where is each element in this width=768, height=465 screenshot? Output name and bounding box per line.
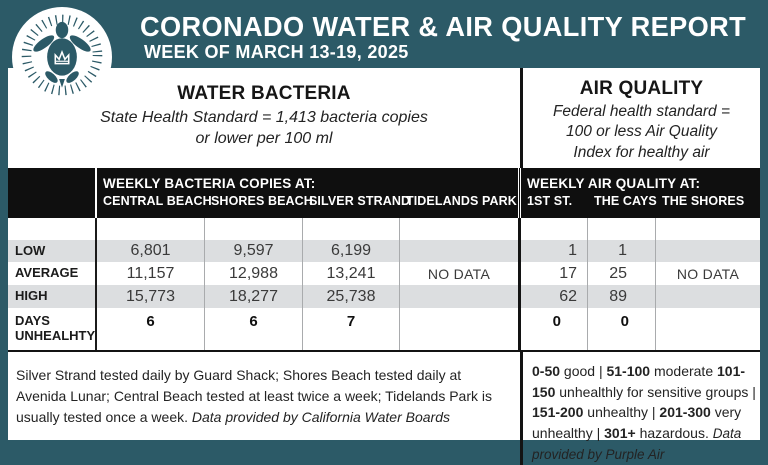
column-header-silver-strand: SILVER STRAND bbox=[309, 194, 411, 208]
high-1st-st: 62 bbox=[521, 285, 588, 308]
row-label: LOW bbox=[8, 240, 97, 262]
row-label: AVERAGE bbox=[8, 262, 97, 285]
turtle-crown-icon bbox=[14, 7, 110, 108]
row-label: HIGH bbox=[8, 285, 97, 308]
days-1st-st: 0 bbox=[521, 308, 588, 350]
section-divider bbox=[518, 168, 521, 218]
column-header-central-beach: CENTRAL BEACH bbox=[103, 194, 212, 208]
section-divider bbox=[518, 218, 521, 240]
average-the-cays: 25 bbox=[588, 262, 656, 285]
low-central-beach: 6,801 bbox=[97, 240, 205, 262]
row-label: DAYS UNHEALHTY bbox=[8, 308, 97, 350]
column-header-shores-beach: SHORES BEACH bbox=[211, 194, 313, 208]
high-central-beach: 15,773 bbox=[97, 285, 205, 308]
average-shores-beach: 12,988 bbox=[205, 262, 303, 285]
air-group-header: WEEKLY AIR QUALITY AT: bbox=[527, 176, 701, 191]
high-the-shores bbox=[656, 285, 760, 308]
footer-separator bbox=[8, 350, 760, 352]
days-central-beach: 6 bbox=[97, 308, 205, 350]
page-title: CORONADO WATER & AIR QUALITY REPORT bbox=[140, 11, 747, 42]
aqi-legend: 0-50 good | 51-100 moderate 101-150 unhe… bbox=[523, 352, 760, 465]
table-header-band: WEEKLY BACTERIA COPIES AT: WEEKLY AIR QU… bbox=[8, 168, 760, 218]
low-the-shores bbox=[656, 240, 760, 262]
low-shores-beach: 9,597 bbox=[205, 240, 303, 262]
water-standard-text: State Health Standard = 1,413 bacteria c… bbox=[100, 109, 428, 148]
water-note-text: Silver Strand tested daily by Guard Shac… bbox=[16, 367, 493, 425]
section-divider bbox=[518, 308, 521, 350]
days-the-shores bbox=[656, 308, 760, 350]
coronado-logo bbox=[12, 7, 112, 107]
water-group-header: WEEKLY BACTERIA COPIES AT: bbox=[103, 176, 316, 191]
table-row-days-unhealthy: DAYS UNHEALHTY 6 6 7 0 0 bbox=[8, 308, 760, 350]
the-shores-no-data: NO DATA bbox=[676, 265, 740, 282]
column-header-the-cays: THE CAYS bbox=[594, 194, 657, 208]
water-data-credit: Data provided by California Water Boards bbox=[191, 409, 450, 425]
table-row bbox=[8, 218, 760, 240]
section-divider bbox=[518, 240, 521, 262]
air-standard-text: Federal health standard = 100 or less Ai… bbox=[552, 103, 731, 161]
column-header-tidelands-park: TIDELANDS PARK bbox=[406, 194, 517, 208]
table-row-low: LOW 6,801 9,597 6,199 1 1 bbox=[8, 240, 760, 262]
high-tidelands-park bbox=[400, 285, 518, 308]
section-divider bbox=[520, 352, 523, 465]
report-week-subtitle: WEEK OF MARCH 13-19, 2025 bbox=[144, 42, 409, 62]
days-silver-strand: 7 bbox=[303, 308, 400, 350]
days-the-cays: 0 bbox=[588, 308, 656, 350]
days-shores-beach: 6 bbox=[205, 308, 303, 350]
high-silver-strand: 25,738 bbox=[303, 285, 400, 308]
low-tidelands-park bbox=[400, 240, 518, 262]
average-silver-strand: 13,241 bbox=[303, 262, 400, 285]
section-divider bbox=[518, 262, 521, 285]
low-silver-strand: 6,199 bbox=[303, 240, 400, 262]
low-the-cays: 1 bbox=[588, 240, 656, 262]
column-header-1st-st: 1ST ST. bbox=[527, 194, 573, 208]
water-testing-note: Silver Strand tested daily by Guard Shac… bbox=[8, 352, 520, 465]
air-quality-section: AIR QUALITY Federal health standard = 10… bbox=[523, 68, 760, 168]
standards-info-row: WATER BACTERIA State Health Standard = 1… bbox=[8, 68, 760, 168]
tidelands-park-no-data: NO DATA bbox=[427, 265, 491, 282]
low-1st-st: 1 bbox=[521, 240, 588, 262]
high-the-cays: 89 bbox=[588, 285, 656, 308]
section-divider bbox=[520, 68, 523, 168]
row-label-header-cell bbox=[8, 168, 97, 218]
column-header-the-shores: THE SHORES bbox=[662, 194, 745, 208]
water-bacteria-heading: WATER BACTERIA bbox=[177, 83, 351, 104]
high-shores-beach: 18,277 bbox=[205, 285, 303, 308]
table-row-average: AVERAGE 11,157 12,988 13,241 NO DATA 17 … bbox=[8, 262, 760, 285]
footer: Silver Strand tested daily by Guard Shac… bbox=[8, 352, 760, 465]
average-1st-st: 17 bbox=[521, 262, 588, 285]
section-divider bbox=[518, 285, 521, 308]
table-row-high: HIGH 15,773 18,277 25,738 62 89 bbox=[8, 285, 760, 308]
report-header: CORONADO WATER & AIR QUALITY REPORT WEEK… bbox=[0, 0, 768, 107]
average-central-beach: 11,157 bbox=[97, 262, 205, 285]
air-quality-heading: AIR QUALITY bbox=[579, 78, 704, 99]
report-body-panel: WATER BACTERIA State Health Standard = 1… bbox=[8, 68, 760, 465]
aqi-legend-text: 0-50 good | 51-100 moderate 101-150 unhe… bbox=[532, 363, 756, 442]
days-tidelands-park bbox=[400, 308, 518, 350]
water-bacteria-section: WATER BACTERIA State Health Standard = 1… bbox=[8, 68, 520, 168]
